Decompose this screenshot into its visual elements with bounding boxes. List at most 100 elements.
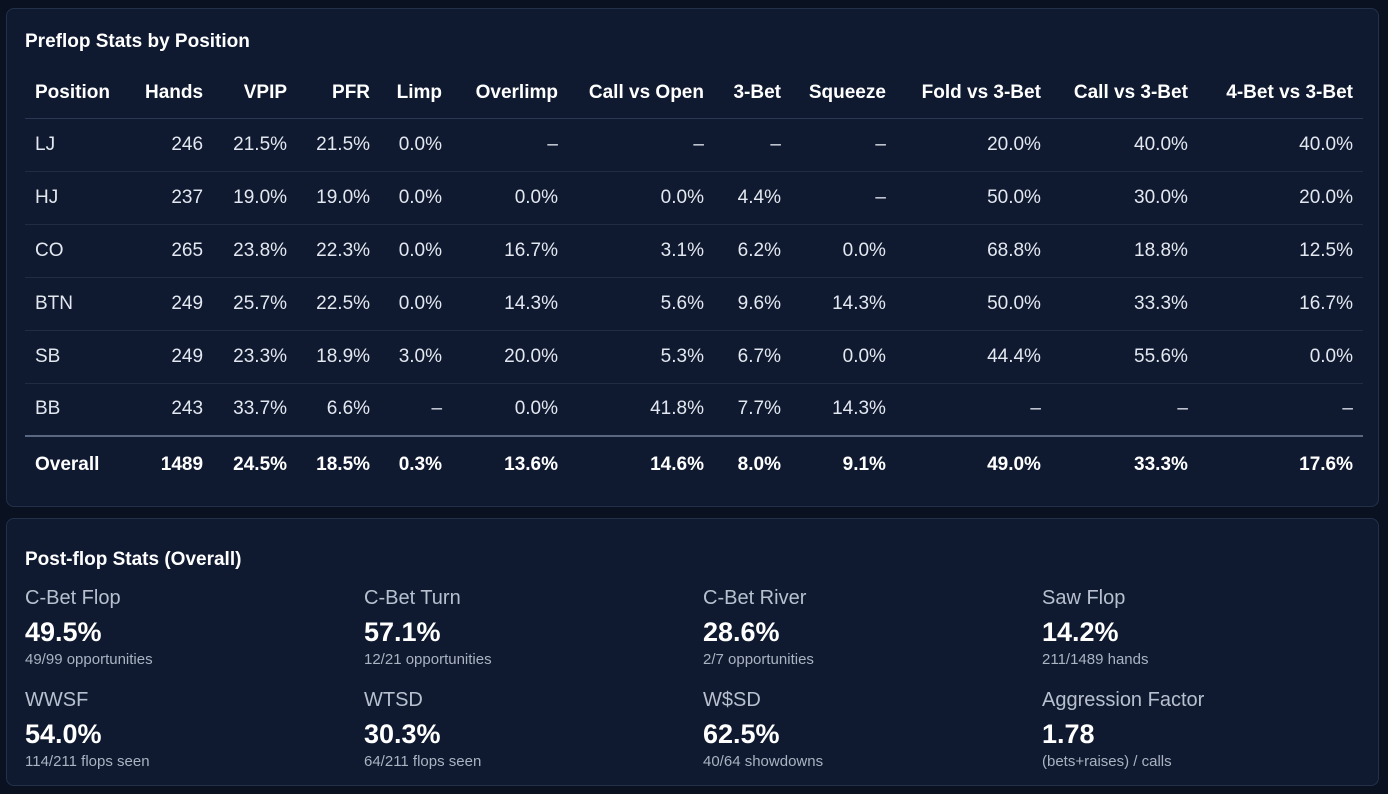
table-row: HJ 237 19.0% 19.0% 0.0% 0.0% 0.0% 4.4% –… bbox=[25, 171, 1363, 225]
cell-4bet-vs-3bet: – bbox=[1197, 383, 1363, 437]
column-header-call-vs-open[interactable]: Call vs Open bbox=[568, 68, 714, 119]
cell-call-vs-open: 5.6% bbox=[568, 277, 714, 331]
cell-4bet-vs-3bet: 16.7% bbox=[1197, 277, 1363, 331]
cell-squeeze: 0.0% bbox=[790, 224, 896, 278]
table-row: LJ 246 21.5% 21.5% 0.0% – – – – 20.0% 40… bbox=[25, 118, 1363, 172]
postflop-stats-card: Post-flop Stats (Overall) C-Bet Flop 49.… bbox=[6, 518, 1379, 786]
column-header-vpip[interactable]: VPIP bbox=[213, 68, 298, 119]
metric-wwsf: WWSF 54.0% 114/211 flops seen bbox=[25, 688, 355, 772]
cell-call-vs-open: 5.3% bbox=[568, 330, 714, 384]
metric-label: W$SD bbox=[703, 689, 761, 711]
column-header-hands[interactable]: Hands bbox=[134, 68, 214, 119]
cell-position: BTN bbox=[25, 277, 135, 331]
cell-overlimp: 14.3% bbox=[452, 277, 568, 331]
cell-call-vs-3bet: 30.0% bbox=[1050, 171, 1198, 225]
metric-aggression-factor: Aggression Factor 1.78 (bets+raises) / c… bbox=[1042, 688, 1372, 772]
table-row: BB 243 33.7% 6.6% – 0.0% 41.8% 7.7% 14.3… bbox=[25, 383, 1363, 437]
cell-fold-vs-3bet: 49.0% bbox=[987, 453, 1041, 475]
cell-vpip: 23.8% bbox=[213, 224, 298, 278]
cell-squeeze: 0.0% bbox=[790, 330, 896, 384]
cell-overlimp: 20.0% bbox=[452, 330, 568, 384]
column-header-pfr[interactable]: PFR bbox=[297, 68, 381, 119]
cell-3bet: 7.7% bbox=[713, 383, 791, 437]
metric-cbet-river: C-Bet River 28.6% 2/7 opportunities bbox=[703, 586, 1033, 670]
column-header-overlimp[interactable]: Overlimp bbox=[452, 68, 568, 119]
preflop-stats-table: Position Hands VPIP PFR Limp Overlimp Ca… bbox=[25, 68, 1363, 492]
metric-label: WWSF bbox=[25, 689, 89, 711]
cell-4bet-vs-3bet: 12.5% bbox=[1197, 224, 1363, 278]
metric-cbet-flop: C-Bet Flop 49.5% 49/99 opportunities bbox=[25, 586, 355, 670]
cell-call-vs-3bet: 55.6% bbox=[1050, 330, 1198, 384]
cell-4bet-vs-3bet: 17.6% bbox=[1299, 453, 1353, 475]
column-header-position[interactable]: Position bbox=[25, 68, 135, 119]
cell-4bet-vs-3bet: 0.0% bbox=[1197, 330, 1363, 384]
cell-pfr: 19.0% bbox=[297, 171, 381, 225]
cell-limp: 3.0% bbox=[380, 330, 453, 384]
cell-position: CO bbox=[25, 224, 135, 278]
metric-label: Aggression Factor bbox=[1042, 689, 1205, 711]
column-header-fold-vs-3bet[interactable]: Fold vs 3-Bet bbox=[895, 68, 1051, 119]
table-row-overall: Overall 1489 24.5% 18.5% 0.3% 13.6% 14.6… bbox=[25, 436, 1363, 492]
preflop-stats-title: Preflop Stats by Position bbox=[25, 31, 250, 52]
cell-squeeze: – bbox=[790, 118, 896, 172]
metric-subtext: 12/21 opportunities bbox=[364, 651, 492, 668]
metric-subtext: 64/211 flops seen bbox=[364, 753, 482, 770]
cell-fold-vs-3bet: 20.0% bbox=[895, 118, 1051, 172]
cell-vpip: 23.3% bbox=[213, 330, 298, 384]
metric-label: C-Bet Flop bbox=[25, 587, 121, 609]
metric-value: 1.78 bbox=[1042, 719, 1095, 749]
cell-position: LJ bbox=[25, 118, 135, 172]
metric-value: 49.5% bbox=[25, 617, 102, 647]
cell-call-vs-3bet: 18.8% bbox=[1050, 224, 1198, 278]
cell-hands: 249 bbox=[134, 277, 214, 331]
cell-pfr: 22.3% bbox=[297, 224, 381, 278]
cell-pfr: 22.5% bbox=[297, 277, 381, 331]
cell-squeeze: 9.1% bbox=[842, 453, 886, 475]
column-header-limp[interactable]: Limp bbox=[380, 68, 453, 119]
metric-subtext: 2/7 opportunities bbox=[703, 651, 814, 668]
cell-overlimp: – bbox=[452, 118, 568, 172]
cell-fold-vs-3bet: 50.0% bbox=[895, 171, 1051, 225]
cell-3bet: 6.2% bbox=[713, 224, 791, 278]
metric-value: 30.3% bbox=[364, 719, 441, 749]
cell-squeeze: 14.3% bbox=[790, 277, 896, 331]
cell-vpip: 19.0% bbox=[213, 171, 298, 225]
cell-fold-vs-3bet: 44.4% bbox=[895, 330, 1051, 384]
cell-limp: 0.0% bbox=[380, 118, 453, 172]
metric-wsd: W$SD 62.5% 40/64 showdowns bbox=[703, 688, 1033, 772]
metric-label: Saw Flop bbox=[1042, 587, 1126, 609]
metric-wtsd: WTSD 30.3% 64/211 flops seen bbox=[364, 688, 694, 772]
cell-call-vs-open: 41.8% bbox=[568, 383, 714, 437]
cell-call-vs-3bet: – bbox=[1050, 383, 1198, 437]
cell-hands: 243 bbox=[134, 383, 214, 437]
metric-subtext: 49/99 opportunities bbox=[25, 651, 153, 668]
table-row: SB 249 23.3% 18.9% 3.0% 20.0% 5.3% 6.7% … bbox=[25, 330, 1363, 384]
metric-subtext: 114/211 flops seen bbox=[25, 753, 150, 770]
cell-position: HJ bbox=[25, 171, 135, 225]
column-header-3bet[interactable]: 3-Bet bbox=[713, 68, 791, 119]
metric-cbet-turn: C-Bet Turn 57.1% 12/21 opportunities bbox=[364, 586, 694, 670]
metric-saw-flop: Saw Flop 14.2% 211/1489 hands bbox=[1042, 586, 1372, 670]
metric-label: C-Bet Turn bbox=[364, 587, 461, 609]
cell-fold-vs-3bet: 50.0% bbox=[895, 277, 1051, 331]
cell-hands: 265 bbox=[134, 224, 214, 278]
cell-3bet: 4.4% bbox=[713, 171, 791, 225]
column-header-call-vs-3bet[interactable]: Call vs 3-Bet bbox=[1050, 68, 1198, 119]
cell-limp: 0.0% bbox=[380, 171, 453, 225]
cell-limp: 0.0% bbox=[380, 277, 453, 331]
cell-call-vs-open: 0.0% bbox=[568, 171, 714, 225]
cell-vpip: 25.7% bbox=[213, 277, 298, 331]
table-row: CO 265 23.8% 22.3% 0.0% 16.7% 3.1% 6.2% … bbox=[25, 224, 1363, 278]
cell-position: BB bbox=[25, 383, 135, 437]
metric-value: 14.2% bbox=[1042, 617, 1119, 647]
metric-value: 57.1% bbox=[364, 617, 441, 647]
metric-subtext: (bets+raises) / calls bbox=[1042, 753, 1172, 770]
cell-hands: 246 bbox=[134, 118, 214, 172]
cell-overlimp: 16.7% bbox=[452, 224, 568, 278]
cell-squeeze: – bbox=[790, 171, 896, 225]
table-header-row: Position Hands VPIP PFR Limp Overlimp Ca… bbox=[25, 68, 1363, 119]
column-header-4bet-vs-3bet[interactable]: 4-Bet vs 3-Bet bbox=[1197, 68, 1363, 119]
cell-limp: 0.0% bbox=[380, 224, 453, 278]
column-header-squeeze[interactable]: Squeeze bbox=[790, 68, 896, 119]
cell-pfr: 6.6% bbox=[297, 383, 381, 437]
